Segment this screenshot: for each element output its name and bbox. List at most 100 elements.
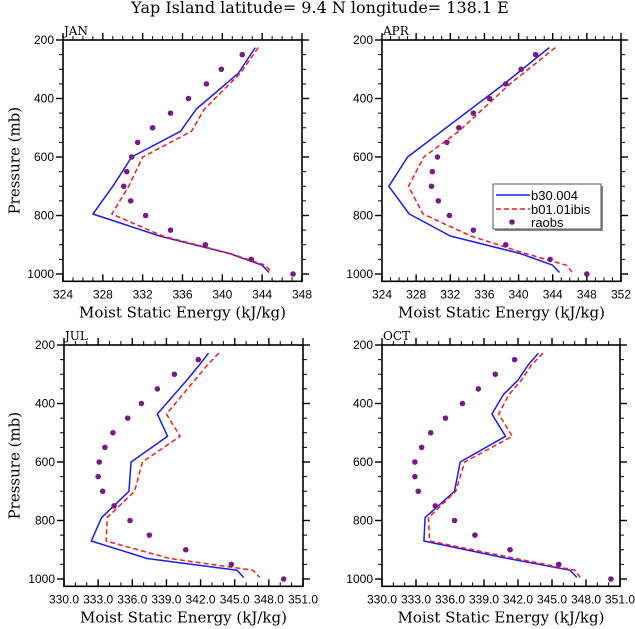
raobs-point [412, 459, 418, 465]
x-tick-label: 332 [133, 287, 153, 301]
x-tick-label: 351.0 [288, 592, 318, 606]
raobs-point [459, 400, 466, 407]
series-line-b01-01ibis [407, 47, 573, 273]
plot-frame [62, 39, 303, 283]
x-tick-label: 330.0 [49, 592, 79, 606]
panel-label: APR [382, 24, 410, 38]
y-tick-label: 600 [34, 150, 54, 164]
raobs-point [429, 168, 436, 175]
raobs-point [167, 227, 174, 233]
raobs-point [127, 198, 134, 204]
legend-marker-raobs [509, 219, 515, 225]
raobs-point [248, 256, 255, 263]
raobs-point [149, 124, 156, 131]
raobs-point [146, 532, 153, 538]
raobs-point [475, 386, 482, 392]
x-axis-label: Moist Static Energy (kJ/kg) [398, 303, 605, 321]
plot-frame [63, 344, 304, 588]
y-tick-label: 400 [34, 92, 54, 106]
x-tick-label: 336 [474, 287, 494, 301]
legend-label: b30.004 [531, 188, 578, 203]
y-tick-label: 800 [353, 209, 373, 223]
raobs-point [446, 212, 453, 219]
raobs-point [444, 139, 450, 146]
x-tick-label: 333.0 [401, 592, 431, 606]
x-tick-label: 336.0 [435, 592, 465, 606]
raobs-point [472, 532, 478, 538]
raobs-point [418, 444, 425, 451]
raobs-point [435, 198, 442, 204]
x-axis-label: Moist Static Energy (kJ/kg) [80, 608, 287, 626]
y-tick-label: 1000 [27, 267, 54, 281]
raobs-point [456, 124, 462, 131]
x-tick-label: 344 [252, 287, 272, 301]
x-tick-label: 328 [93, 287, 113, 301]
raobs-point [442, 415, 449, 421]
x-tick-label: 342.0 [186, 592, 216, 606]
raobs-point [218, 66, 225, 73]
y-tick-label: 600 [353, 150, 373, 164]
panel-jul: JUL 330.0 333.0 336.0 339.0 342.0 345.0 348.0 35… [5, 329, 318, 626]
raobs-point [584, 271, 590, 277]
x-tick-label: 340 [212, 287, 232, 301]
raobs-point [608, 576, 614, 582]
y-tick-label: 1000 [346, 572, 373, 586]
x-tick-label: 345.0 [537, 592, 567, 606]
x-tick-label: 333.0 [83, 592, 113, 606]
x-tick-label: 352 [611, 287, 631, 301]
legend-label: raobs [531, 215, 564, 230]
series-line-b01-01ibis [111, 47, 273, 274]
raobs-point [507, 546, 513, 553]
y-tick-label: 800 [353, 514, 373, 528]
y-tick-label: 200 [34, 33, 54, 47]
x-tick-label: 348 [577, 287, 597, 301]
panel-label: JAN [62, 24, 88, 38]
series-line-b01-01ibis [427, 352, 581, 578]
x-tick-label: 339.0 [469, 592, 499, 606]
series-line-b30-004 [423, 352, 578, 579]
series-line-b01-01ibis [105, 352, 261, 579]
panel-label: OCT [383, 329, 410, 343]
raobs-point [228, 561, 235, 568]
raobs-point [99, 488, 106, 495]
y-tick-label: 800 [35, 514, 55, 528]
raobs-point [95, 473, 101, 480]
x-tick-label: 324 [53, 287, 73, 301]
raobs-point [111, 503, 117, 509]
y-tick-label: 400 [35, 397, 55, 411]
y-tick-label: 200 [35, 338, 55, 352]
y-tick-label: 200 [353, 338, 373, 352]
x-tick-label: 342.0 [503, 592, 533, 606]
x-tick-label: 348.0 [254, 592, 284, 606]
x-tick-label: 328 [406, 287, 426, 301]
raobs-point [532, 51, 539, 58]
series-line-b30-004 [90, 352, 245, 579]
y-axis-label: Pressure (mb) [5, 412, 23, 520]
panel-jan: JAN 324 328 332 336 340 344 348 200 400 600 800 1000… [5, 24, 312, 321]
series-line-b30-004 [388, 47, 561, 274]
y-tick-label: 1000 [346, 267, 373, 281]
x-tick-label: 330.0 [367, 592, 397, 606]
raobs-point [123, 168, 130, 175]
x-tick-label: 348 [292, 287, 312, 301]
x-axis-label: Moist Static Energy (kJ/kg) [79, 303, 286, 321]
x-tick-label: 332 [440, 287, 460, 301]
raobs-point [428, 183, 435, 190]
x-tick-label: 348.0 [571, 592, 601, 606]
raobs-point [280, 576, 287, 582]
raobs-point [486, 95, 493, 102]
raobs-point [138, 400, 145, 407]
raobs-point [127, 517, 133, 524]
raobs-point [167, 110, 174, 116]
raobs-point [124, 415, 131, 421]
raobs-point [432, 503, 439, 509]
plot-frame [381, 344, 621, 588]
raobs-point [434, 154, 441, 160]
raobs-point [511, 356, 518, 363]
raobs-point [110, 429, 116, 436]
x-tick-label: 324 [372, 287, 392, 301]
raobs-point [547, 256, 553, 263]
raobs-point [154, 386, 161, 392]
